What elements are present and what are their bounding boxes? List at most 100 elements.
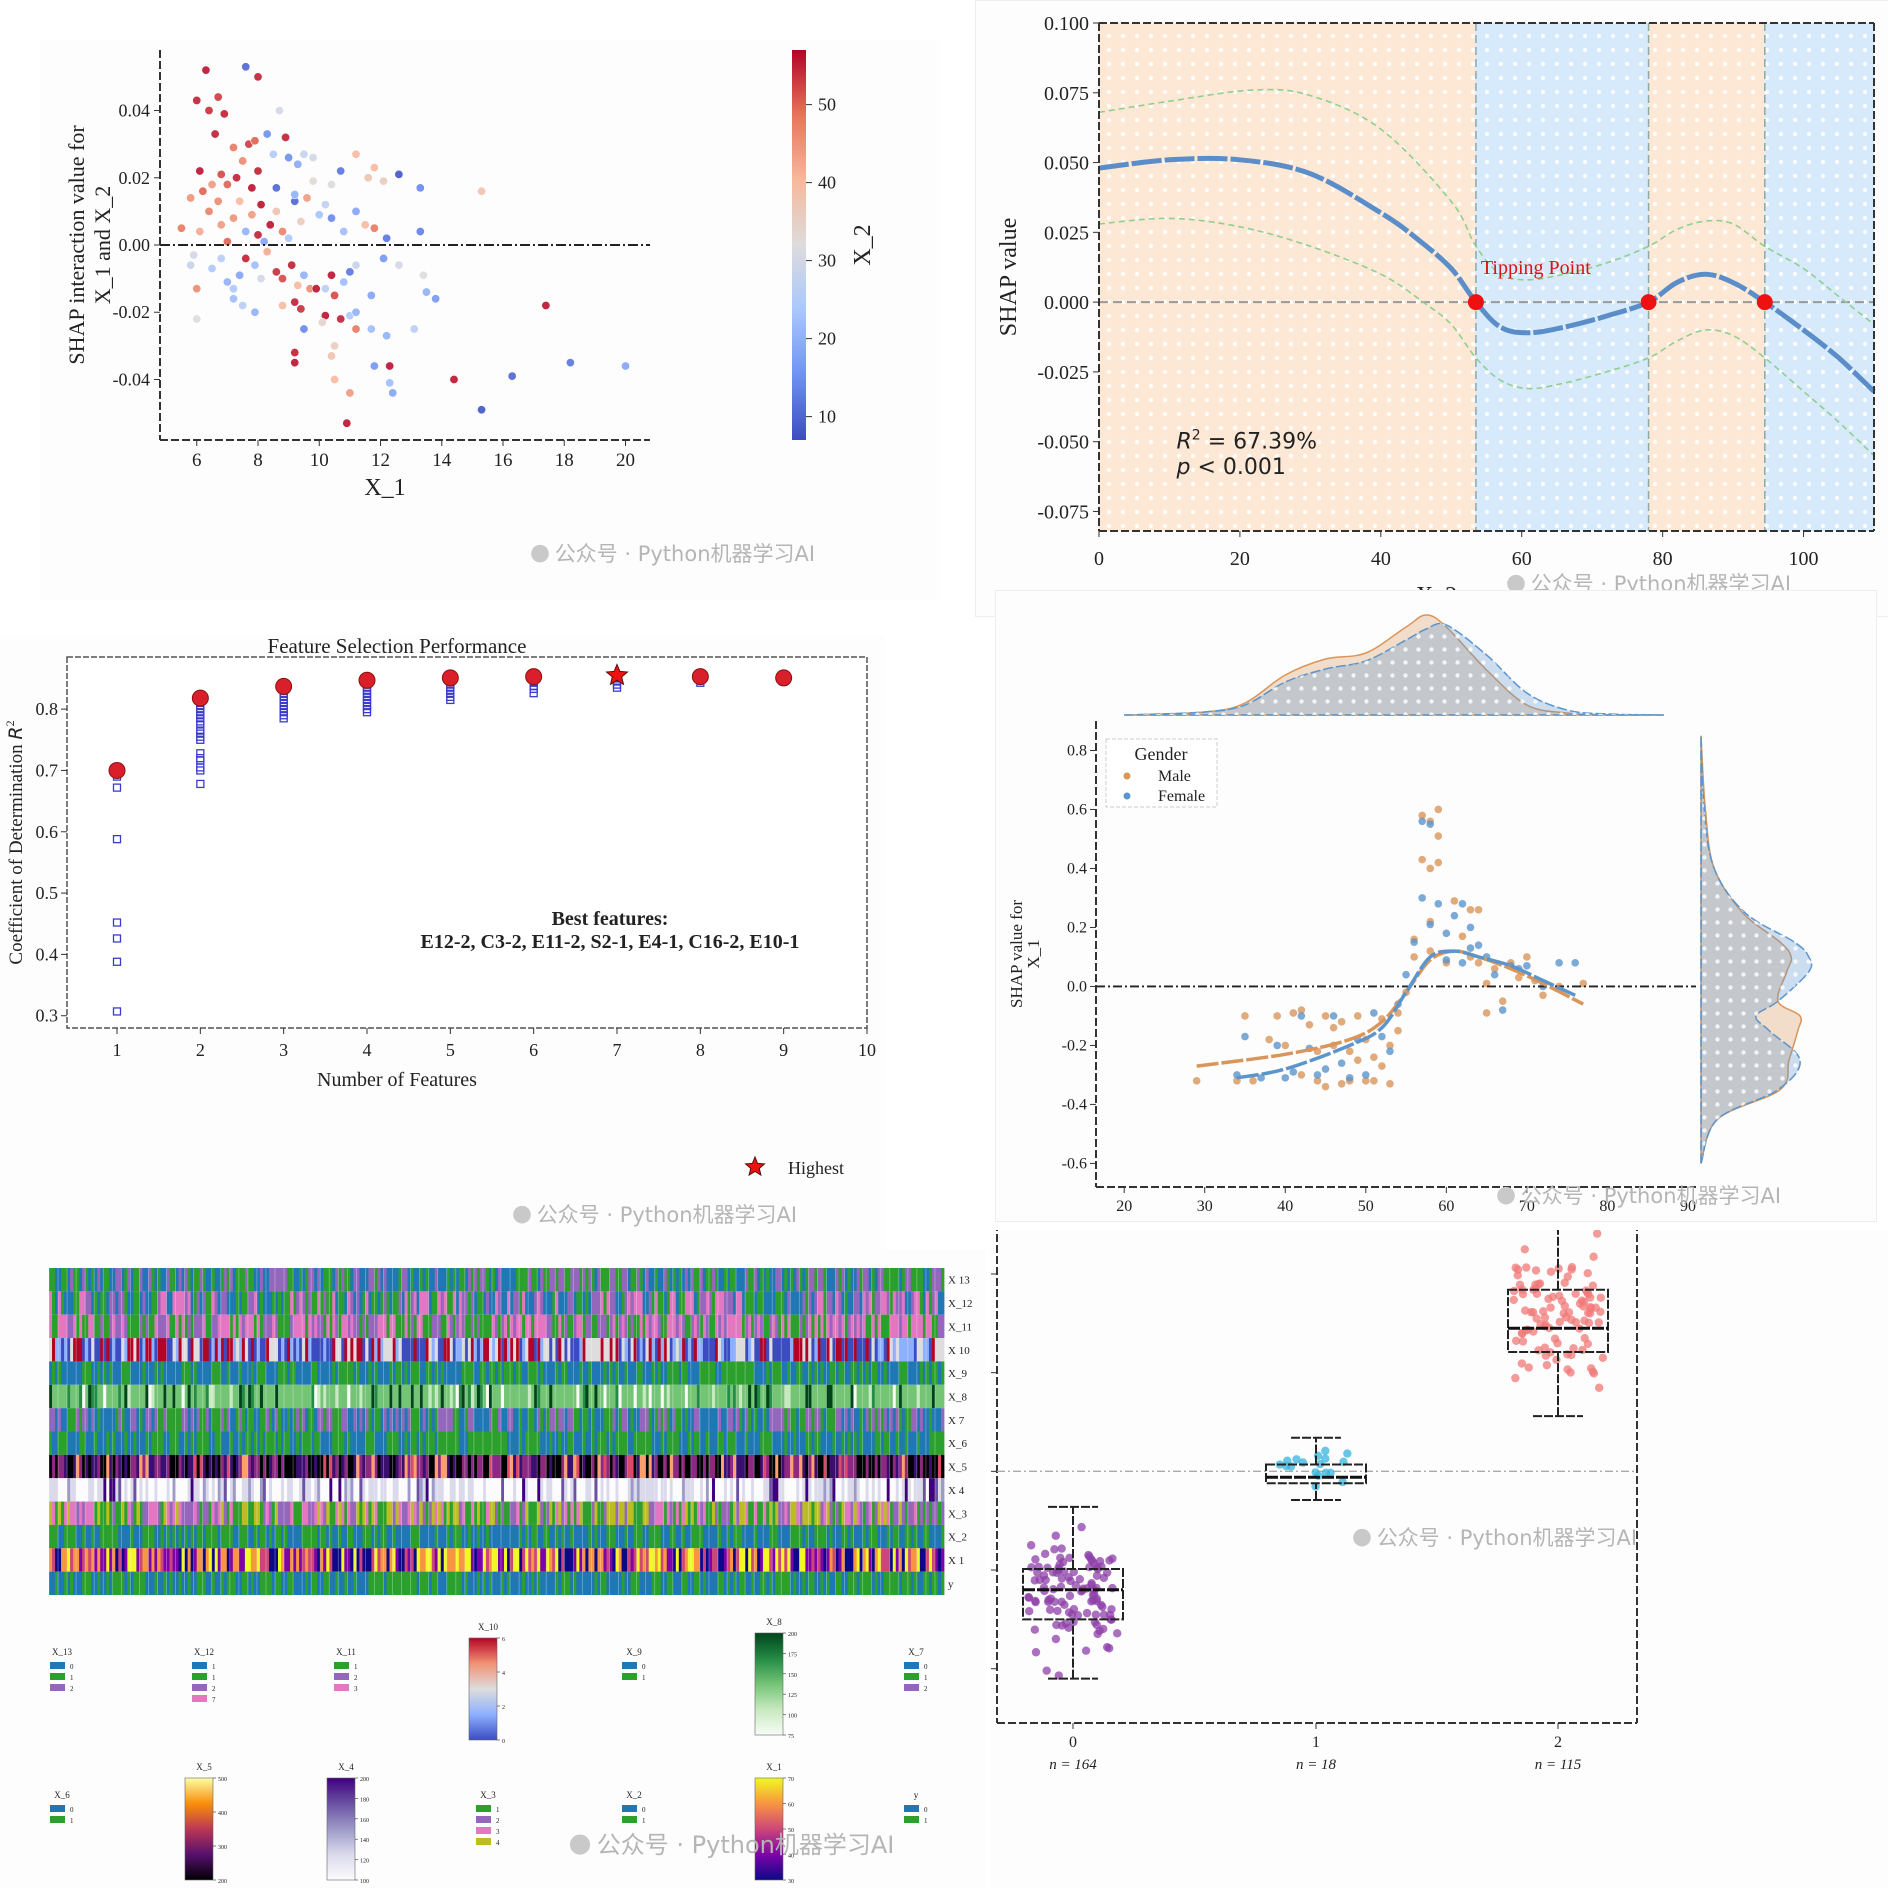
heatmap-cell xyxy=(537,1502,540,1525)
heatmap-cell xyxy=(130,1291,133,1314)
legend-title: X_8 xyxy=(766,1617,782,1627)
heatmap-cell xyxy=(817,1525,820,1548)
heatmap-cell xyxy=(893,1315,896,1338)
heatmap-cell xyxy=(875,1572,878,1595)
heatmap-cell xyxy=(772,1432,775,1455)
heatmap-cell xyxy=(748,1525,751,1548)
heatmap-cell xyxy=(429,1361,432,1384)
heatmap-cell xyxy=(519,1478,522,1501)
heatmap-cell xyxy=(338,1432,341,1455)
heatmap-cell xyxy=(781,1361,784,1384)
heatmap-cell xyxy=(302,1572,305,1595)
legend-item-label: 1 xyxy=(70,1817,74,1825)
heatmap-cell xyxy=(387,1385,390,1408)
heatmap-cell xyxy=(248,1502,251,1525)
heatmap-cell xyxy=(685,1338,688,1361)
heatmap-cell xyxy=(269,1291,272,1314)
heatmap-cell xyxy=(519,1315,522,1338)
heatmap-cell xyxy=(772,1548,775,1571)
feature-heatmap-chart: X 13X_12X_11X 10X_9X_8X 7X_6X_5X 4X_3X_2… xyxy=(0,1250,985,1888)
heatmap-cell xyxy=(881,1361,884,1384)
watermark: 公众号 · Python机器学习AI xyxy=(1497,1184,1781,1208)
heatmap-cell xyxy=(52,1525,55,1548)
heatmap-cell xyxy=(926,1432,929,1455)
heatmap-cell xyxy=(320,1478,323,1501)
legend-colorbar xyxy=(185,1778,213,1880)
heatmap-cell xyxy=(359,1361,362,1384)
heatmap-cell xyxy=(700,1478,703,1501)
heatmap-cell xyxy=(649,1291,652,1314)
heatmap-cell xyxy=(911,1525,914,1548)
heatmap-cell xyxy=(700,1572,703,1595)
heatmap-cell xyxy=(221,1478,224,1501)
heatmap-cell xyxy=(124,1455,127,1478)
heatmap-cell xyxy=(486,1408,489,1431)
heatmap-cell xyxy=(329,1385,332,1408)
colorbar-tick-label: 10 xyxy=(818,407,836,427)
heatmap-cell xyxy=(206,1525,209,1548)
heatmap-cell xyxy=(866,1361,869,1384)
heatmap-cell xyxy=(585,1291,588,1314)
heatmap-cell xyxy=(402,1502,405,1525)
heatmap-cell xyxy=(757,1315,760,1338)
heatmap-cell xyxy=(402,1478,405,1501)
data-point xyxy=(272,268,280,276)
heatmap-cell xyxy=(393,1572,396,1595)
x-tick-label: 8 xyxy=(696,1040,705,1060)
heatmap-cell xyxy=(377,1525,380,1548)
heatmap-cell xyxy=(468,1525,471,1548)
x-tick-label: 7 xyxy=(613,1040,622,1060)
data-point xyxy=(257,274,265,282)
heatmap-cell xyxy=(251,1338,254,1361)
heatmap-cell xyxy=(311,1291,314,1314)
heatmap-cell xyxy=(275,1548,278,1571)
heatmap-cell xyxy=(260,1338,263,1361)
heatmap-cell xyxy=(405,1408,408,1431)
heatmap-cell xyxy=(133,1572,136,1595)
heatmap-cell xyxy=(347,1408,350,1431)
heatmap-cell xyxy=(167,1315,170,1338)
heatmap-cell xyxy=(811,1478,814,1501)
heatmap-cell xyxy=(811,1548,814,1571)
y-tick-label: 0.025 xyxy=(1044,222,1089,244)
heatmap-cell xyxy=(857,1315,860,1338)
heatmap-cell xyxy=(549,1525,552,1548)
heatmap-cell xyxy=(194,1502,197,1525)
heatmap-cell xyxy=(203,1455,206,1478)
heatmap-cell xyxy=(549,1455,552,1478)
heatmap-cell xyxy=(97,1291,100,1314)
data-point xyxy=(214,93,222,101)
heatmap-cell xyxy=(736,1268,739,1291)
legend-title: X_1 xyxy=(766,1762,782,1772)
data-point xyxy=(257,200,265,208)
heatmap-cell xyxy=(703,1455,706,1478)
heatmap-row-label: X_8 xyxy=(948,1391,967,1403)
heatmap-cell xyxy=(239,1455,242,1478)
heatmap-cell xyxy=(278,1408,281,1431)
heatmap-cell xyxy=(242,1548,245,1571)
heatmap-cell xyxy=(872,1548,875,1571)
heatmap-cell xyxy=(293,1525,296,1548)
heatmap-cell xyxy=(811,1572,814,1595)
heatmap-cell xyxy=(402,1525,405,1548)
heatmap-cell xyxy=(546,1455,549,1478)
heatmap-cell xyxy=(784,1478,787,1501)
data-point-male xyxy=(1475,959,1483,967)
heatmap-cell xyxy=(411,1361,414,1384)
heatmap-cell xyxy=(284,1338,287,1361)
heatmap-cell xyxy=(902,1455,905,1478)
heatmap-cell xyxy=(811,1502,814,1525)
legend-swatch xyxy=(476,1838,491,1845)
heatmap-cell xyxy=(61,1548,64,1571)
heatmap-cell xyxy=(920,1338,923,1361)
heatmap-cell xyxy=(793,1478,796,1501)
legend-item-label: 2 xyxy=(212,1685,216,1693)
heatmap-cell xyxy=(139,1291,142,1314)
data-point xyxy=(254,167,262,175)
heatmap-cell xyxy=(287,1361,290,1384)
heatmap-cell xyxy=(486,1525,489,1548)
heatmap-cell xyxy=(477,1455,480,1478)
heatmap-cell xyxy=(628,1291,631,1314)
heatmap-cell xyxy=(67,1502,70,1525)
